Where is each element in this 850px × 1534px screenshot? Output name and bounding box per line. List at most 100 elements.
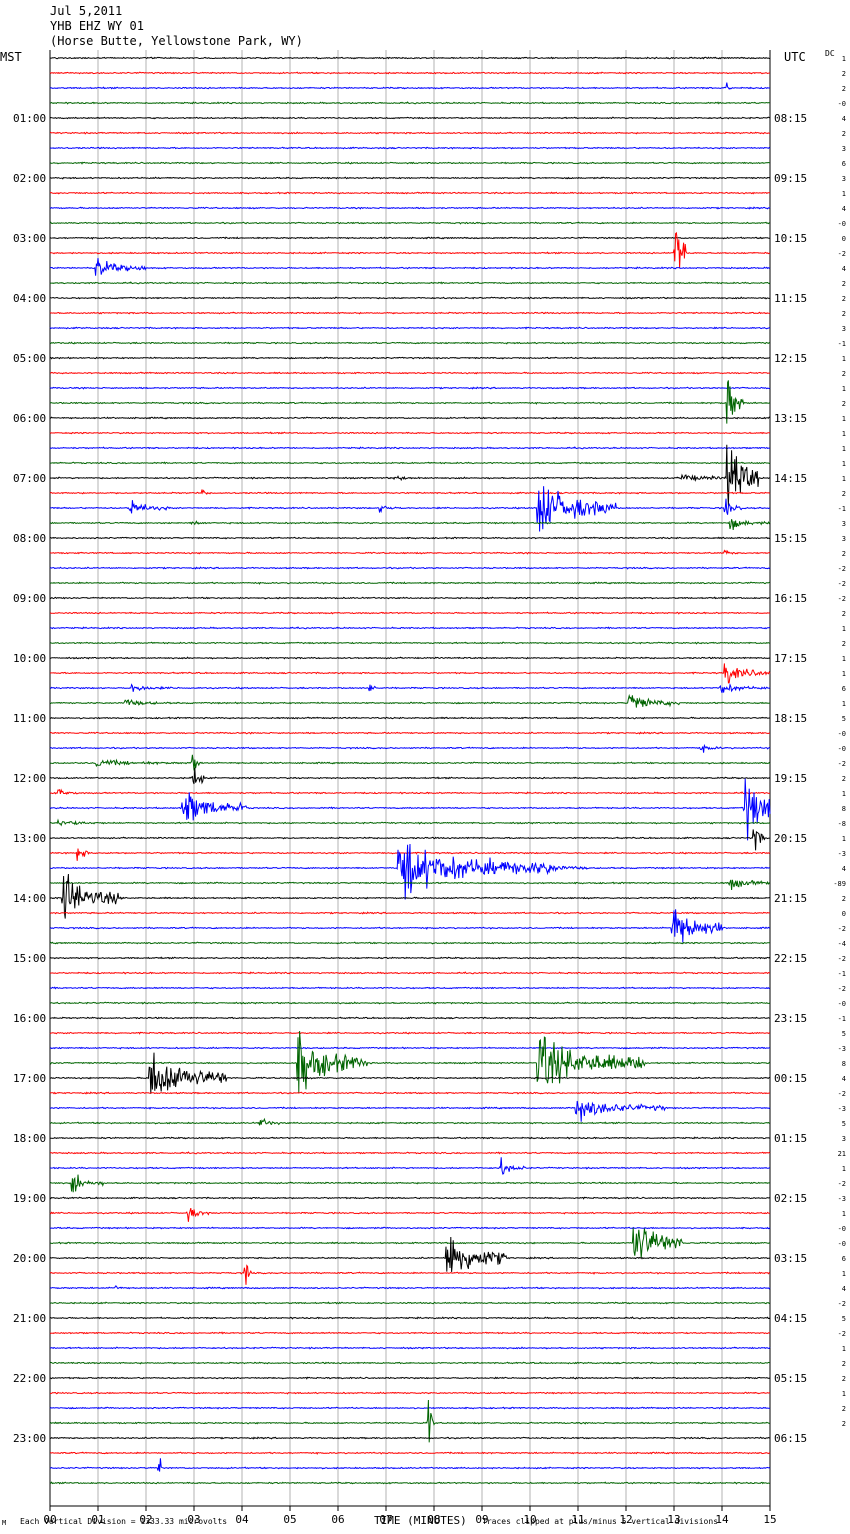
mst-hour-label: 23:00	[13, 1432, 46, 1445]
dc-offset-value: 5	[842, 1120, 846, 1128]
trace-row	[49, 444, 771, 506]
right-timezone-label: UTC	[784, 50, 806, 64]
dc-offset-value: -0	[838, 1240, 846, 1248]
utc-hour-label: 13:15	[774, 412, 807, 425]
mst-hour-label: 22:00	[13, 1372, 46, 1385]
dc-offset-header: DC	[825, 49, 835, 58]
mst-hour-label: 03:00	[13, 232, 46, 245]
trace-row	[49, 626, 771, 630]
trace-row	[49, 693, 771, 708]
dc-offset-value: -1	[838, 1015, 846, 1023]
dc-offset-value: -1	[838, 970, 846, 978]
trace-row	[49, 1016, 771, 1020]
dc-offset-value: 2	[842, 490, 846, 498]
trace-row	[50, 986, 771, 990]
mst-hour-label: 07:00	[13, 472, 46, 485]
trace-row	[50, 971, 771, 975]
trace-row	[49, 581, 771, 585]
x-tick-label: 10	[523, 1513, 536, 1526]
dc-offset-value: 2	[842, 1420, 846, 1428]
trace-row	[49, 1227, 771, 1259]
trace-row	[49, 296, 771, 300]
x-tick-label: 13	[667, 1513, 680, 1526]
utc-hour-label: 12:15	[774, 352, 807, 365]
dc-offset-value: 4	[842, 205, 846, 213]
trace-row	[49, 221, 771, 225]
dc-offset-value: 1	[842, 445, 846, 453]
dc-offset-value: 1	[842, 835, 846, 843]
trace-row	[49, 549, 771, 555]
mst-hour-label: 18:00	[13, 1132, 46, 1145]
trace-row	[50, 611, 771, 615]
trace-row	[49, 236, 771, 240]
dc-offset-value: 1	[842, 1390, 846, 1398]
trace-row	[49, 281, 771, 285]
trace-row	[49, 1100, 771, 1122]
trace-row	[49, 1046, 771, 1050]
trace-row	[49, 56, 771, 60]
dc-offset-value: 3	[842, 520, 846, 528]
utc-hour-label: 02:15	[774, 1192, 807, 1205]
dc-offset-labels: 122-04236314-00-242223-11212111112-1332-…	[833, 55, 846, 1428]
dc-offset-value: 1	[842, 1210, 846, 1218]
dc-offset-value: 2	[842, 1360, 846, 1368]
dc-offset-value: 2	[842, 370, 846, 378]
trace-row	[49, 191, 771, 195]
dc-offset-value: -2	[838, 595, 846, 603]
trace-row	[49, 380, 771, 424]
trace-row	[49, 1361, 771, 1365]
trace-row	[49, 716, 771, 720]
dc-offset-value: -1	[838, 505, 846, 513]
trace-row	[49, 1316, 771, 1320]
trace-row	[49, 909, 771, 943]
dc-offset-value: -8	[838, 820, 846, 828]
x-tick-label: 05	[283, 1513, 296, 1526]
dc-offset-value: 2	[842, 895, 846, 903]
trace-row	[49, 1157, 771, 1175]
trace-row	[49, 1376, 771, 1380]
utc-hour-label: 14:15	[774, 472, 807, 485]
x-tick-label: 03	[187, 1513, 200, 1526]
utc-hour-label: 00:15	[774, 1072, 807, 1085]
dc-offset-value: 4	[842, 1075, 846, 1083]
utc-hour-label: 23:15	[774, 1012, 807, 1025]
utc-hour-label: 16:15	[774, 592, 807, 605]
dc-offset-value: 2	[842, 400, 846, 408]
mst-hour-label: 21:00	[13, 1312, 46, 1325]
dc-offset-value: 1	[842, 430, 846, 438]
trace-row	[49, 536, 771, 540]
mst-hour-label: 19:00	[13, 1192, 46, 1205]
dc-offset-value: 1	[842, 190, 846, 198]
dc-offset-value: 1	[842, 1165, 846, 1173]
dc-offset-value: 1	[842, 385, 846, 393]
trace-row	[50, 1151, 771, 1155]
dc-offset-value: -2	[838, 1330, 846, 1338]
dc-offset-value: 2	[842, 310, 846, 318]
utc-hour-label: 09:15	[774, 172, 807, 185]
trace-row	[49, 146, 771, 150]
trace-row	[49, 341, 771, 345]
clip-note: Traces clipped at plus/minus 5 vertical …	[482, 1517, 718, 1526]
utc-hour-label: 03:15	[774, 1252, 807, 1265]
x-tick-label: 12	[619, 1513, 632, 1526]
corner-mark: M	[2, 1519, 6, 1527]
mst-hour-label: 05:00	[13, 352, 46, 365]
utc-hour-label: 10:15	[774, 232, 807, 245]
trace-row	[49, 1091, 770, 1095]
dc-offset-value: -0	[838, 220, 846, 228]
trace-row	[49, 873, 771, 919]
dc-offset-value: 8	[842, 805, 846, 813]
dc-offset-value: 1	[842, 460, 846, 468]
utc-hour-label: 15:15	[774, 532, 807, 545]
dc-offset-value: 0	[842, 235, 846, 243]
trace-row	[49, 489, 771, 495]
trace-row	[49, 1030, 771, 1093]
trace-row	[49, 161, 770, 165]
x-tick-label: 14	[715, 1513, 729, 1526]
trace-row	[50, 879, 771, 890]
mst-hour-label: 20:00	[13, 1252, 46, 1265]
x-tick-label: 01	[91, 1513, 104, 1526]
dc-offset-value: 5	[842, 715, 846, 723]
utc-hour-label: 01:15	[774, 1132, 807, 1145]
